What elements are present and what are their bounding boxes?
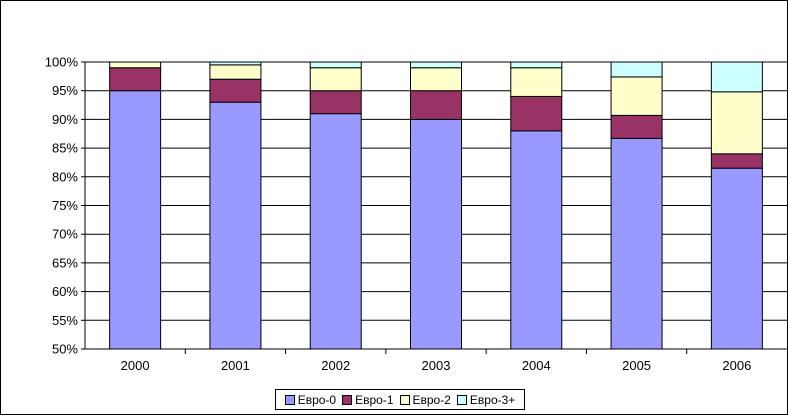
bar-segment [610,114,663,139]
bar-segment [109,67,162,92]
y-tick-label: 85% [52,141,78,156]
y-tick-label: 55% [52,313,78,328]
x-tick-label: 2005 [622,358,651,373]
legend-item-euro-2: Евро-2 [399,392,451,407]
bar-segment [510,95,563,132]
legend-item-euro-0: Евро-0 [284,392,337,407]
bar-segment [109,90,162,350]
bar-segment [710,153,763,169]
x-tick-label: 2001 [221,358,250,373]
legend-label-euro-3plus: Евро-3+ [469,392,516,407]
y-tick-label: 90% [52,112,78,127]
y-tick-label: 100% [45,55,79,70]
bar-segment [309,61,362,69]
legend: Евро-0 Евро-1 Евро-2 Евро-3+ [275,389,525,410]
legend-swatch-euro-1 [342,394,353,405]
bar-segment [410,67,462,92]
x-tick-label: 2002 [321,358,350,373]
bar-segment [209,101,262,350]
legend-swatch-euro-2 [399,394,410,405]
y-tick-label: 50% [52,342,78,357]
legend-label-euro-1: Евро-1 [355,392,394,407]
y-tick-label: 70% [52,227,78,242]
bar-segment [410,61,462,69]
x-tick-label: 2000 [121,358,150,373]
y-tick-label: 95% [52,83,78,98]
bar-segment [309,113,362,350]
legend-swatch-euro-3plus [456,394,467,405]
y-tick-label: 60% [52,284,78,299]
bar-segment [610,61,663,78]
legend-swatch-euro-0 [284,394,295,405]
legend-item-euro-1: Евро-1 [342,392,394,407]
x-tick-label: 2004 [522,358,551,373]
bar-segment [109,61,162,69]
bar-segment [710,91,763,155]
bar-segment [410,90,462,120]
bar-segment [610,137,663,350]
y-tick-label: 65% [52,255,78,270]
bar-segment [510,67,563,97]
y-tick-label: 75% [52,198,78,213]
x-tick-label: 2003 [422,358,451,373]
bar-segment [309,90,362,115]
bar-segment [610,76,663,116]
y-tick-label: 80% [52,169,78,184]
bar-segment [209,78,262,103]
bar-segment [309,67,362,92]
legend-item-euro-3plus: Евро-3+ [456,392,516,407]
x-tick-label: 2006 [722,358,751,373]
legend-label-euro-0: Евро-0 [297,392,337,407]
bar-segment [410,118,462,350]
legend-label-euro-2: Евро-2 [412,392,451,407]
bar-segment [710,167,763,350]
bar-segment [710,61,763,93]
bar-segment [209,64,262,80]
bar-segment [209,61,262,66]
bar-segment [510,61,563,69]
bar-segment [510,130,563,350]
